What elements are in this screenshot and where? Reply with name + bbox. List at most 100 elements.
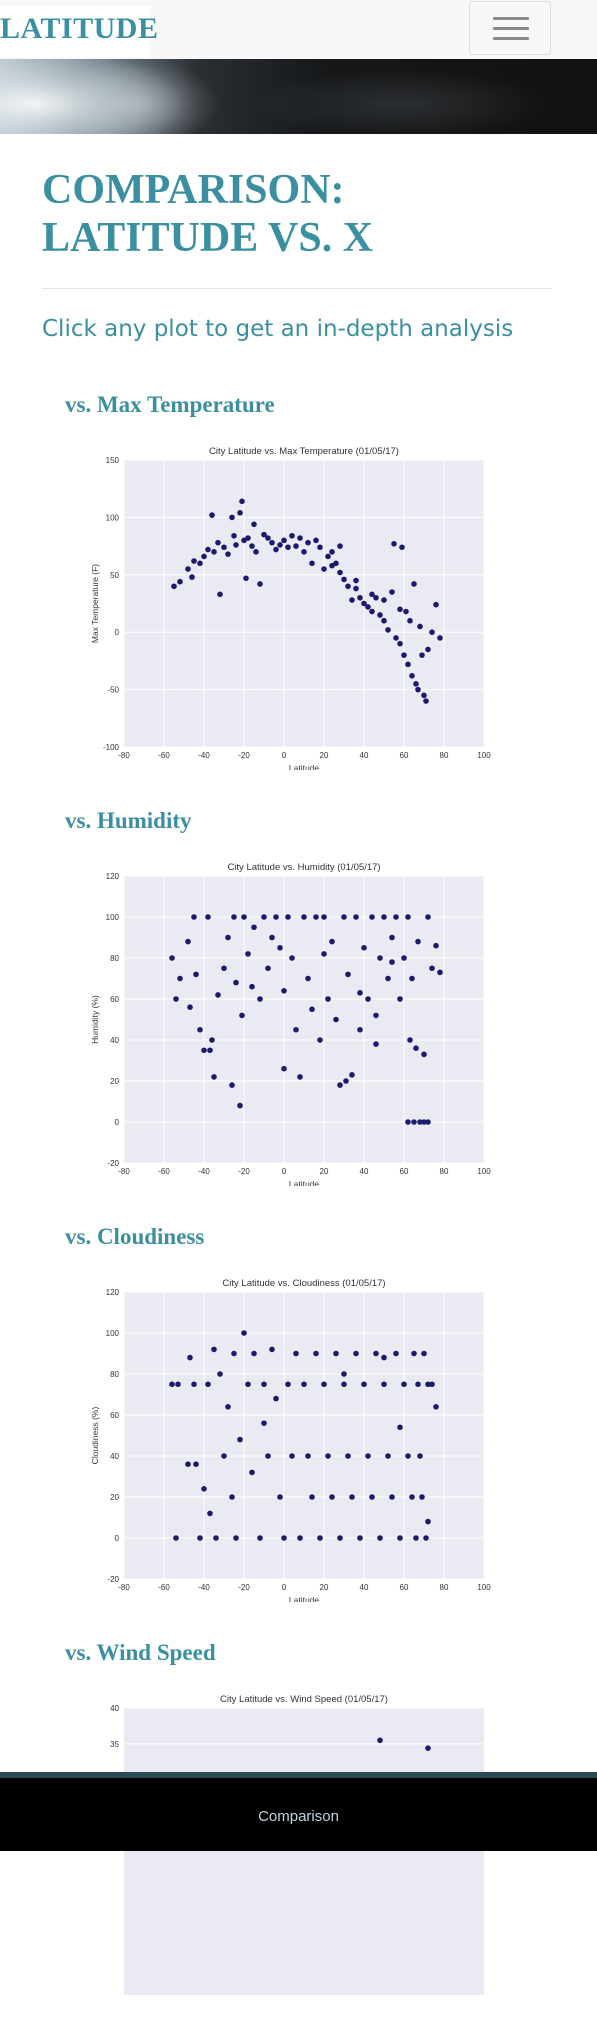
data-point <box>173 1535 179 1541</box>
data-point <box>257 996 263 1002</box>
page-title-line2: LATITUDE VS. X <box>42 215 374 261</box>
data-point <box>343 1078 349 1084</box>
data-point <box>429 629 435 635</box>
data-point <box>321 1381 327 1388</box>
data-point <box>369 591 375 598</box>
x-tick-label: 0 <box>282 751 287 760</box>
data-point <box>197 1535 203 1541</box>
y-tick-label: 80 <box>110 954 119 963</box>
data-point <box>269 934 275 941</box>
hamburger-icon <box>493 17 529 20</box>
data-point <box>213 1535 219 1541</box>
data-point <box>191 914 197 920</box>
page-title-line1: COMPARISON: <box>42 167 345 213</box>
data-point <box>381 597 387 603</box>
y-tick-label: -50 <box>107 686 119 695</box>
data-point <box>333 1350 339 1357</box>
data-point <box>261 914 267 920</box>
data-point <box>425 646 431 653</box>
data-point <box>265 1453 271 1459</box>
data-point <box>357 1026 363 1033</box>
data-point <box>231 914 237 920</box>
plot-humidity[interactable]: City Latitude vs. Humidity (01/05/17) -80… <box>80 856 500 1186</box>
divider <box>42 288 552 289</box>
page-subtitle: Click any plot to get an in-depth analys… <box>42 316 514 342</box>
y-tick-label: 20 <box>110 1077 119 1086</box>
data-point <box>211 1346 217 1353</box>
data-point <box>261 1420 267 1426</box>
data-point <box>413 1535 419 1541</box>
data-point <box>293 543 299 549</box>
x-tick-label: -20 <box>238 751 250 760</box>
y-tick-label: 100 <box>106 913 120 922</box>
data-point <box>349 1072 355 1078</box>
data-point <box>225 551 231 557</box>
data-point <box>369 914 375 920</box>
plot-area <box>124 1292 484 1579</box>
data-point <box>365 604 371 610</box>
data-point <box>313 1350 319 1357</box>
data-point <box>433 1404 439 1410</box>
data-point <box>357 594 363 601</box>
data-point <box>369 608 375 615</box>
data-point <box>169 1381 175 1388</box>
plot-max-temperature[interactable]: City Latitude vs. Max Temperature (01/05… <box>80 440 500 770</box>
section-title-humidity: vs. Humidity <box>65 808 192 833</box>
x-tick-label: 100 <box>477 1167 491 1176</box>
data-point <box>313 914 319 920</box>
data-point <box>249 543 255 549</box>
data-point <box>429 965 435 972</box>
data-point <box>377 1535 383 1541</box>
data-point <box>277 944 283 951</box>
data-point <box>229 1494 235 1500</box>
data-point <box>201 553 207 560</box>
data-point <box>405 1119 411 1125</box>
data-point <box>329 562 335 569</box>
data-point <box>251 521 257 528</box>
data-point <box>397 1535 403 1541</box>
section-title-max-temperature: vs. Max Temperature <box>65 392 275 417</box>
data-point <box>373 1012 379 1019</box>
data-point <box>365 996 371 1002</box>
data-point <box>217 1371 223 1377</box>
data-point <box>301 1381 307 1388</box>
data-point <box>305 975 311 982</box>
data-point <box>185 1461 191 1467</box>
data-point <box>269 539 275 546</box>
data-point <box>237 510 243 516</box>
data-point <box>205 914 211 920</box>
data-point <box>325 553 331 560</box>
data-point <box>393 635 399 641</box>
data-point <box>329 549 335 555</box>
y-tick-label: 50 <box>110 571 119 580</box>
x-tick-label: 0 <box>282 1167 287 1176</box>
data-point <box>253 549 259 555</box>
data-point <box>389 589 395 595</box>
y-tick-label: 35 <box>110 1740 119 1749</box>
data-point <box>337 1082 343 1088</box>
data-point <box>281 1535 287 1541</box>
data-point <box>373 594 379 601</box>
data-point <box>321 951 327 957</box>
brand-logo[interactable]: LATITUDE <box>0 6 158 58</box>
x-tick-label: 80 <box>440 1167 449 1176</box>
data-point <box>265 535 271 541</box>
data-point <box>407 1037 413 1043</box>
menu-toggle-button[interactable] <box>469 1 551 55</box>
data-point <box>415 938 421 945</box>
footer-link-comparison[interactable]: Comparison <box>258 1808 339 1825</box>
plot-cloudiness[interactable]: City Latitude vs. Cloudiness (01/05/17) -… <box>80 1272 500 1602</box>
section-title-wind-speed: vs. Wind Speed <box>65 1640 216 1665</box>
data-point <box>361 1381 367 1388</box>
data-point <box>373 1350 379 1357</box>
data-point <box>325 996 331 1002</box>
data-point <box>197 560 203 567</box>
data-point <box>309 1494 315 1500</box>
plot-area <box>124 460 484 747</box>
data-point <box>215 992 221 998</box>
data-point <box>239 498 245 505</box>
plot-wind-speed[interactable]: City Latitude vs. Wind Speed (01/05/17) 3… <box>80 1688 500 2018</box>
data-point <box>385 627 391 633</box>
data-point <box>417 623 423 630</box>
data-point <box>225 934 231 941</box>
